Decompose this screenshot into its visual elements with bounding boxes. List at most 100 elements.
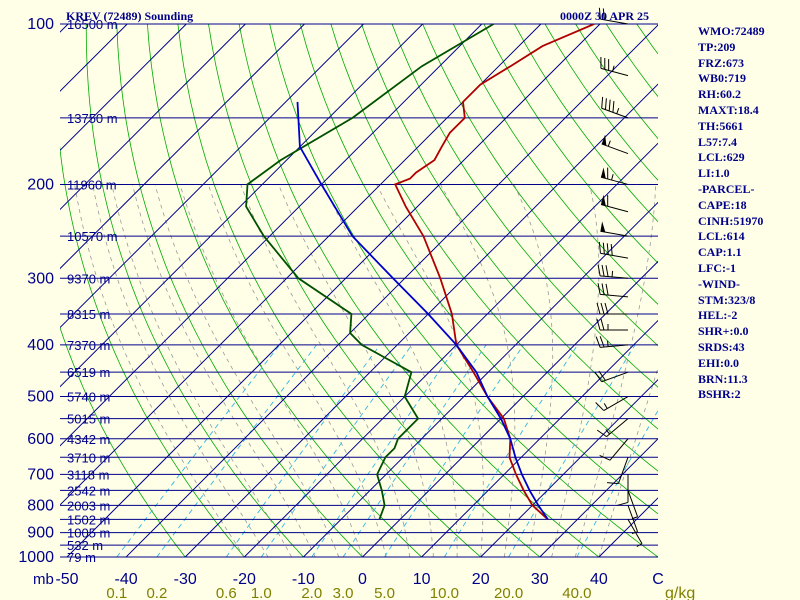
isotherm-line xyxy=(480,378,658,558)
height-label: 1005 m xyxy=(67,526,110,541)
mixing-ratio-label: 40.0 xyxy=(562,585,591,600)
index-item: TH:5661 xyxy=(698,118,744,133)
moist-adiabat-line xyxy=(551,184,600,558)
mixing-ratio-label: 10.0 xyxy=(430,585,459,600)
index-item: SHR+:0.0 xyxy=(698,324,749,339)
wind-barb xyxy=(600,57,629,77)
moist-adiabat-line xyxy=(322,184,458,557)
chart-title: KREV (72489) Sounding xyxy=(66,9,194,23)
dry-adiabat-line xyxy=(299,24,658,515)
parcel-trace xyxy=(296,101,549,520)
height-label: 5015 m xyxy=(67,412,110,427)
dry-adiabat-line xyxy=(208,24,541,558)
temperature-tick-label: -50 xyxy=(55,571,78,588)
mixing-ratio-line xyxy=(116,344,281,558)
index-item: BRN:11.3 xyxy=(698,371,748,386)
isotherm-line xyxy=(125,24,658,558)
isotherm-line xyxy=(60,24,483,447)
isotherm-line xyxy=(303,201,658,558)
temperature-tick-label: -30 xyxy=(174,571,197,588)
height-label: 16500 m xyxy=(67,17,118,32)
isotherm-line xyxy=(60,24,305,270)
height-label: 13750 m xyxy=(67,111,118,126)
temperature-trace xyxy=(393,24,595,521)
wind-barb xyxy=(600,167,629,185)
dewpoint-trace xyxy=(245,24,495,520)
isotherm-line xyxy=(539,438,658,558)
temperature-tick-label: 20 xyxy=(472,571,490,588)
pressure-tick-label: 700 xyxy=(27,466,54,483)
moist-adiabat-line xyxy=(376,184,484,558)
dry-adiabat-line xyxy=(238,24,600,558)
height-label: 2542 m xyxy=(67,483,110,498)
moist-adiabat-line xyxy=(240,184,411,558)
wind-barb xyxy=(595,336,629,348)
index-item: MAXT:18.4 xyxy=(698,102,759,117)
index-item: -WIND- xyxy=(698,276,740,291)
mixing-ratio-label: 1.0 xyxy=(251,585,272,600)
mixing-ratio-label: 2.0 xyxy=(301,585,322,600)
moist-adiabat-line xyxy=(179,184,363,558)
height-label: 532 m xyxy=(67,538,103,553)
index-item: SRDS:43 xyxy=(698,339,745,354)
wind-barb xyxy=(598,241,629,259)
indices-panel: WMO:72489 TP:209 FRZ:673 WB0:719 RH:60.2 MAXT… xyxy=(698,24,765,403)
chart-timestamp: 0000Z 30 APR 25 xyxy=(560,9,650,23)
isotherm-line xyxy=(0,24,9,557)
wind-barb xyxy=(601,134,629,155)
height-label: 10570 m xyxy=(67,229,118,244)
isobars xyxy=(60,23,658,558)
wind-barb xyxy=(616,474,629,506)
moist-adiabat-line xyxy=(598,366,658,558)
mixing-ratio-label: 0.6 xyxy=(216,585,237,600)
wind-barb xyxy=(597,283,629,298)
isotherm-line xyxy=(184,83,658,558)
temperature-tick-label: 0 xyxy=(358,571,367,588)
pressure-tick-label: 300 xyxy=(27,270,54,287)
isotherm-line xyxy=(66,24,601,558)
index-item: WMO:72489 xyxy=(698,24,765,38)
index-item: CAP:1.1 xyxy=(698,245,742,260)
dry-adiabat-line xyxy=(759,24,800,557)
mixing-ratio-label: 5.0 xyxy=(374,585,395,600)
pressure-tick-label: 900 xyxy=(27,525,54,542)
mixing-ratio-label: 20.0 xyxy=(494,585,523,600)
wind-barb xyxy=(596,302,628,315)
height-label: 2003 m xyxy=(67,498,110,513)
index-item: EHI:0.0 xyxy=(698,355,740,370)
height-label: 7370 m xyxy=(67,338,110,353)
isotherm-line xyxy=(362,260,658,558)
wind-barb xyxy=(627,519,643,548)
dry-adiabat-line xyxy=(575,24,658,140)
isotherm-line xyxy=(60,24,364,329)
isotherm-line xyxy=(60,24,246,211)
wind-barb xyxy=(594,370,629,383)
profile-traces xyxy=(245,24,595,521)
height-label: 11960 m xyxy=(67,177,117,192)
mixing-ratio-line xyxy=(156,344,317,558)
wind-barb xyxy=(596,318,628,331)
index-item: LCL:629 xyxy=(698,150,745,165)
height-label: 8315 m xyxy=(67,307,110,322)
dry-adiabat-line xyxy=(177,24,481,558)
wind-barb xyxy=(600,194,629,213)
mixing-ratio-line xyxy=(342,344,487,558)
isotherm-line xyxy=(243,142,658,558)
height-label: 79 m xyxy=(67,550,96,565)
pressure-unit-label: mb xyxy=(33,571,54,588)
dry-adiabat-line xyxy=(116,24,363,558)
temperature-tick-label: 30 xyxy=(531,571,549,588)
wind-barb xyxy=(627,505,639,535)
moist-adiabat-line xyxy=(513,184,554,558)
dry-adiabat-line xyxy=(85,24,304,558)
mixing-ratio-line xyxy=(311,344,459,558)
wind-barb xyxy=(596,418,629,438)
index-item: LI:1.0 xyxy=(698,166,730,181)
wind-barb xyxy=(600,221,629,237)
pressure-tick-label: 100 xyxy=(27,16,54,33)
moist-adiabat-line xyxy=(154,184,340,558)
pressure-tick-label: 400 xyxy=(27,337,54,354)
pressure-tick-label: 600 xyxy=(27,431,54,448)
mixing-ratio-label: 0.1 xyxy=(106,585,127,600)
